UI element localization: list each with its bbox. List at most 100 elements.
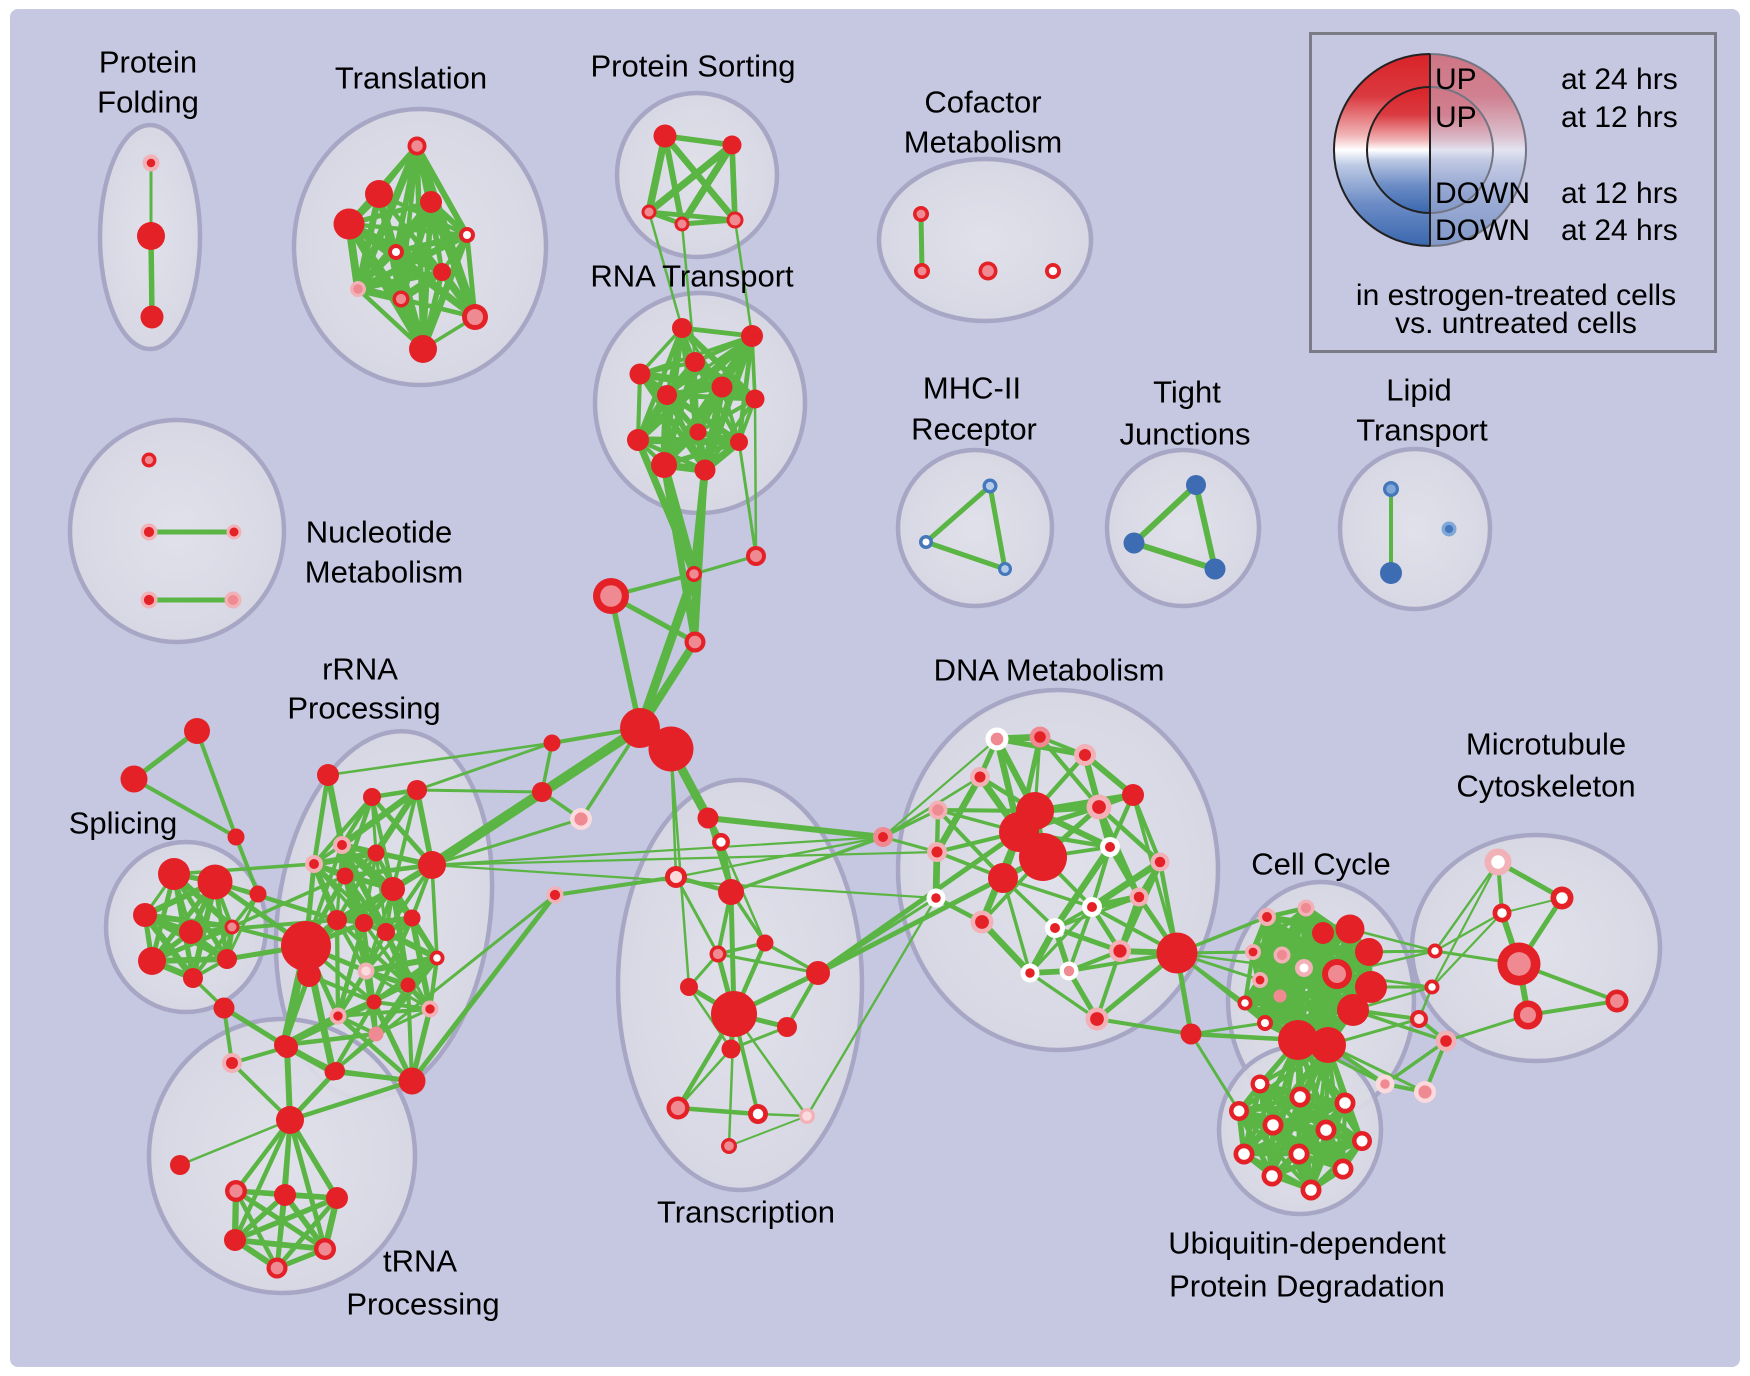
network-edge bbox=[661, 439, 742, 468]
network-node-core bbox=[1248, 947, 1258, 957]
network-node-core bbox=[689, 569, 699, 579]
network-node bbox=[418, 851, 446, 879]
network-node bbox=[697, 807, 719, 829]
cluster-labels: Protein Folding Translation Protein Sorting… bbox=[69, 45, 1636, 1322]
network-node-core bbox=[226, 1057, 238, 1069]
network-node-core bbox=[1113, 944, 1127, 958]
network-node-core bbox=[677, 219, 687, 229]
network-node bbox=[217, 949, 237, 969]
cluster-label-tight-junctions: Tight bbox=[1153, 375, 1221, 410]
network-node-core bbox=[333, 1011, 343, 1021]
network-node-core bbox=[916, 209, 926, 219]
network-nodes bbox=[120, 124, 1629, 1279]
network-node bbox=[685, 352, 705, 372]
network-node bbox=[367, 844, 385, 862]
network-node-core bbox=[1305, 1184, 1317, 1196]
network-node bbox=[648, 726, 694, 772]
network-node bbox=[400, 977, 416, 993]
cluster-ellipse-lipid-transport bbox=[1337, 446, 1493, 612]
network-edge bbox=[335, 920, 367, 1019]
network-edge bbox=[232, 1117, 293, 1243]
network-node bbox=[409, 335, 437, 363]
network-node bbox=[317, 764, 339, 786]
network-edge bbox=[923, 483, 993, 545]
network-node-core bbox=[1507, 952, 1531, 976]
network-node-core bbox=[1254, 1078, 1266, 1090]
network-edge bbox=[1430, 911, 1504, 989]
network-edge bbox=[409, 892, 558, 1084]
network-edge bbox=[355, 249, 399, 292]
network-node bbox=[1204, 558, 1226, 580]
network-node-core bbox=[688, 635, 702, 649]
network-node-core bbox=[1261, 1019, 1269, 1027]
network-edge bbox=[1051, 843, 1114, 932]
network-edge bbox=[371, 915, 415, 1005]
cluster-label-rrna-processing: rRNA bbox=[322, 652, 398, 687]
network-node bbox=[1123, 532, 1145, 554]
network-node bbox=[420, 191, 442, 213]
network-node-core bbox=[395, 293, 407, 305]
network-node-core bbox=[752, 1108, 764, 1120]
network-node bbox=[730, 433, 748, 451]
network-edge bbox=[1295, 1037, 1314, 1193]
network-edge bbox=[405, 982, 415, 1084]
network-node bbox=[158, 858, 190, 890]
network-edge bbox=[1131, 540, 1218, 572]
network-node bbox=[170, 1155, 190, 1175]
network-node-core bbox=[669, 870, 683, 884]
cluster-label-translation: Translation bbox=[335, 61, 487, 96]
network-edge bbox=[338, 786, 421, 849]
network-node-core bbox=[1050, 923, 1060, 933]
network-edge bbox=[635, 569, 699, 733]
network-edge bbox=[1236, 1042, 1331, 1114]
network-node-core bbox=[1092, 800, 1106, 814]
network-edge bbox=[426, 197, 480, 322]
network-node-core bbox=[1001, 565, 1009, 573]
network-node-core bbox=[1431, 947, 1439, 955]
network-node-core bbox=[802, 1111, 812, 1121]
network-node-core bbox=[931, 893, 941, 903]
network-node-core bbox=[1520, 1007, 1536, 1023]
network-edge bbox=[1189, 1021, 1267, 1036]
network-edge bbox=[696, 397, 757, 434]
network-edge bbox=[191, 925, 234, 980]
network-node-core bbox=[1300, 902, 1312, 914]
network-edge bbox=[664, 392, 708, 473]
cluster-label-cell-cycle: Cell Cycle bbox=[1251, 847, 1391, 882]
network-edge bbox=[634, 436, 698, 578]
network-edge bbox=[1348, 927, 1437, 953]
network-node-core bbox=[1440, 1035, 1452, 1047]
network-node bbox=[327, 1062, 345, 1080]
network-edge bbox=[1028, 971, 1099, 1021]
network-node-core bbox=[1078, 748, 1092, 762]
network-node-core bbox=[466, 308, 484, 326]
network-edge bbox=[1131, 482, 1199, 546]
cluster-label-protein-folding: Protein bbox=[99, 45, 197, 80]
network-edge bbox=[371, 999, 415, 1084]
network-edge bbox=[362, 954, 441, 975]
network-edge bbox=[978, 918, 1034, 977]
legend-down-12-label: DOWN bbox=[1435, 177, 1530, 210]
network-node bbox=[532, 782, 552, 802]
network-node-core bbox=[600, 585, 622, 607]
network-node-core bbox=[143, 594, 155, 606]
network-node bbox=[368, 1026, 384, 1042]
network-node-core bbox=[361, 966, 371, 976]
network-node bbox=[281, 921, 331, 971]
network-node-core bbox=[644, 207, 654, 217]
network-node-core bbox=[1262, 912, 1272, 922]
network-edge bbox=[737, 440, 758, 558]
network-edge bbox=[369, 794, 435, 868]
network-edge bbox=[311, 850, 379, 867]
network-edge bbox=[1433, 860, 1500, 953]
network-edge bbox=[311, 772, 331, 867]
network-node-core bbox=[1320, 1124, 1332, 1136]
network-node-core bbox=[1386, 484, 1396, 494]
network-edge bbox=[661, 132, 739, 224]
network-edge bbox=[805, 896, 938, 1118]
network-node bbox=[741, 325, 763, 347]
network-node bbox=[184, 718, 210, 744]
network-node bbox=[711, 376, 733, 398]
network-edge bbox=[1131, 793, 1179, 955]
legend-up-24-label: UP bbox=[1435, 63, 1477, 96]
